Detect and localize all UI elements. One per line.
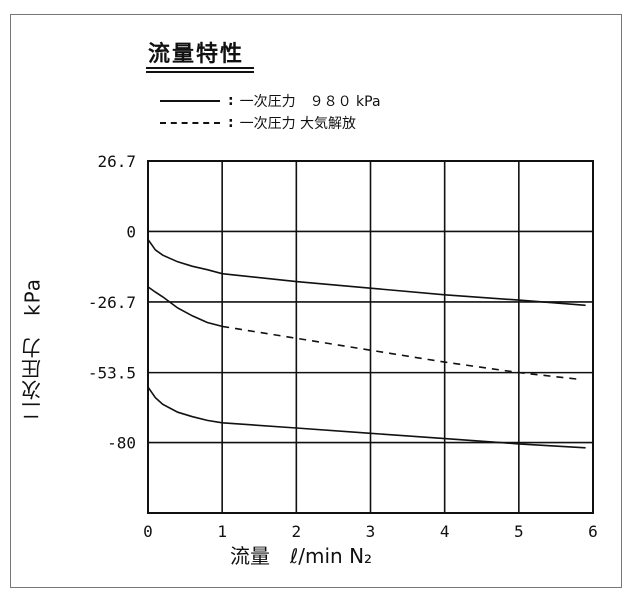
title-underline: [146, 67, 254, 73]
legend-label-atmosphere: 一次圧力 大気解放: [239, 116, 357, 132]
series-line-1: [147, 238, 586, 307]
x-axis-label: 流量 ℓ/min N₂: [230, 544, 373, 568]
series-line-3: [222, 325, 579, 380]
y-tick-label: -26.7: [88, 293, 136, 312]
legend-colon: :: [228, 115, 234, 131]
legend-swatch-solid: [160, 100, 220, 102]
legend-swatch-dashed: [160, 122, 220, 124]
y-tick-label: -53.5: [88, 364, 136, 383]
y-axis-label: 二次圧力 kPa: [20, 278, 45, 422]
legend-colon: :: [228, 93, 234, 109]
x-tick-label: 4: [440, 522, 450, 541]
x-tick-label: 3: [366, 522, 376, 541]
legend-item-980kpa: : 一次圧力 ９８０ kPa: [160, 92, 381, 110]
series-line-2: [147, 286, 223, 328]
x-tick-label: 1: [217, 522, 227, 541]
y-tick-label: -80: [107, 434, 136, 453]
y-tick-label: 26.7: [97, 152, 136, 171]
legend-label-980kpa: 一次圧力 ９８０ kPa: [239, 94, 381, 110]
legend-item-atmosphere: : 一次圧力 大気解放: [160, 114, 356, 132]
chart-frame: [10, 14, 622, 588]
chart-title: 流量特性: [148, 42, 245, 67]
series-line-4: [147, 386, 586, 449]
x-tick-label: 2: [292, 522, 302, 541]
y-tick-label: 0: [126, 222, 136, 241]
x-tick-label: 0: [143, 522, 153, 541]
x-tick-label: 5: [514, 522, 524, 541]
x-tick-label: 6: [588, 522, 598, 541]
